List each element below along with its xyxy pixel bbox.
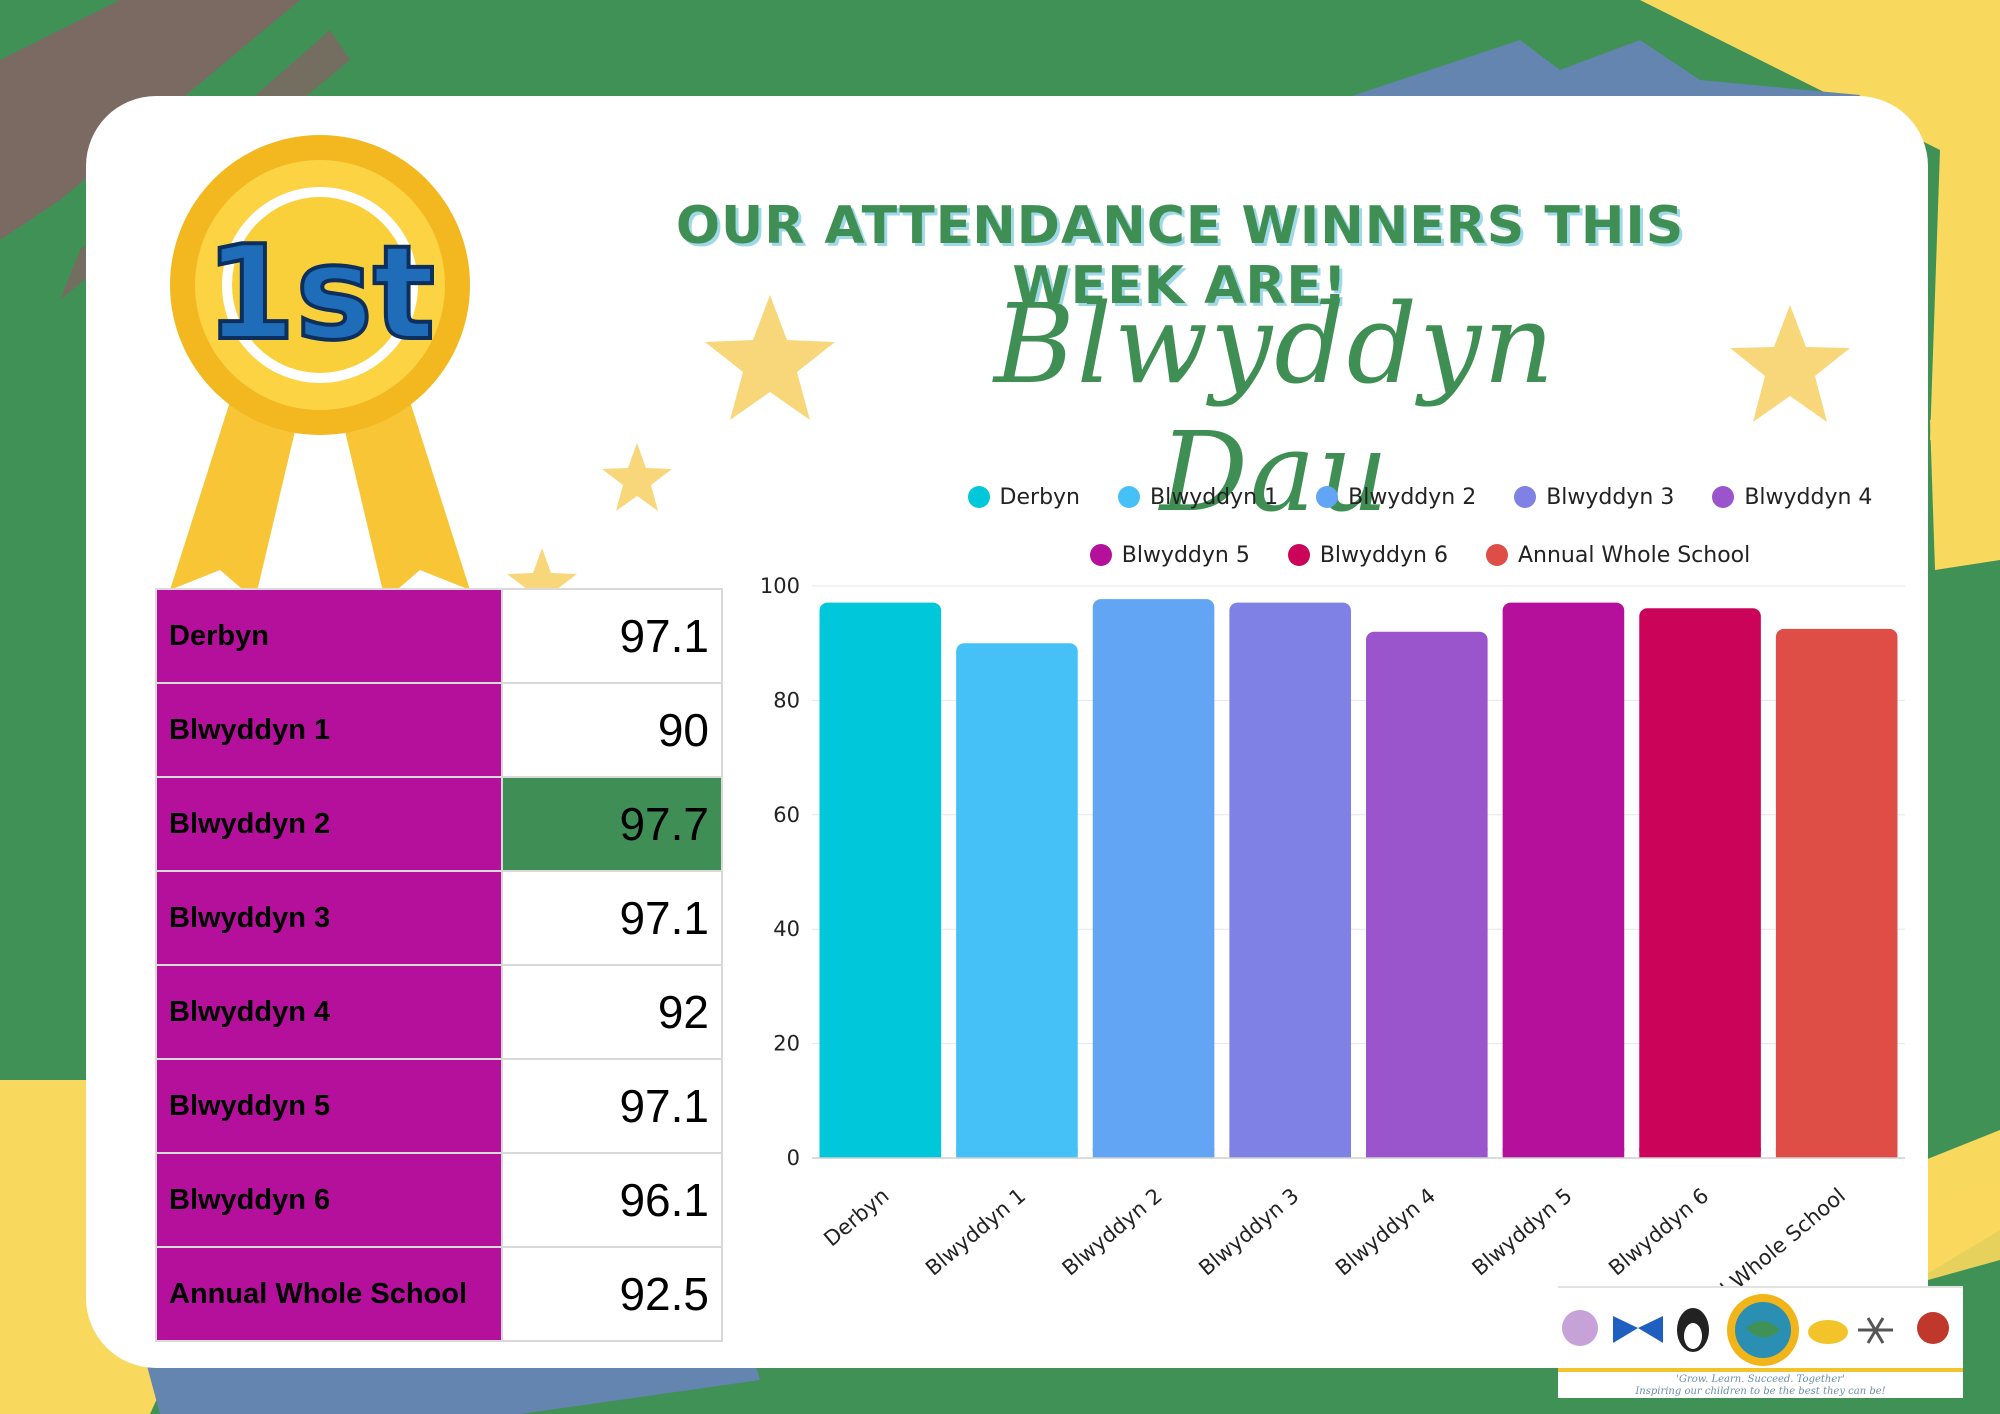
bar — [819, 602, 942, 1158]
legend-item: Blwyddyn 3 — [1514, 485, 1674, 510]
legend-swatch — [1712, 486, 1735, 508]
y-tick-label: 0 — [787, 1146, 800, 1170]
attendance-value-cell: 96.1 — [501, 1152, 723, 1248]
legend-label: Blwyddyn 2 — [1348, 484, 1477, 510]
bar-base — [1775, 1148, 1898, 1158]
table-row: Derbyn 97.1 — [155, 588, 723, 684]
bar — [1775, 628, 1898, 1158]
class-name-cell: Annual Whole School — [155, 1246, 503, 1342]
mascot-icons — [1562, 1294, 1949, 1366]
legend-swatch — [1118, 486, 1140, 508]
table-row: Blwyddyn 4 92 — [155, 964, 723, 1060]
attendance-value-cell: 90 — [501, 682, 723, 778]
class-name-cell: Blwyddyn 1 — [155, 682, 503, 778]
bar-base — [956, 1148, 1078, 1158]
y-tick-label: 100 — [760, 574, 800, 598]
bar-base — [1092, 1148, 1215, 1158]
page-headline: OUR ATTENDANCE WINNERS THIS WEEK ARE! — [675, 196, 1685, 316]
attendance-value-cell: 97.1 — [501, 870, 723, 966]
attendance-bar-chart: 0 20 40 60 80 100 Derbyn Blwyddyn 1 Blwyddyn 2 Bl… — [760, 574, 1905, 1320]
table-row: Blwyddyn 6 96.1 — [155, 1152, 723, 1248]
attendance-table: Derbyn 97.1 Blwyddyn 1 90 Blwyddyn 2 97.7 Blwy… — [155, 588, 723, 1342]
class-name-cell: Blwyddyn 5 — [155, 1058, 503, 1154]
table-row: Blwyddyn 1 90 — [155, 682, 723, 778]
bar — [1229, 602, 1351, 1158]
bar-base — [1639, 1148, 1761, 1158]
chart-legend: Derbyn Blwyddyn 1 Blwyddyn 2 Blwyddyn 3 Blwy… — [880, 468, 1960, 584]
school-motto: 'Grow. Learn. Succeed. Together' — [1676, 1374, 1845, 1385]
legend-label: Blwyddyn 6 — [1319, 542, 1448, 568]
x-tick-label: Blwyddyn 2 — [1058, 1183, 1167, 1280]
school-logo-strip: 'Grow. Learn. Succeed. Together' Inspiri… — [1558, 1286, 1963, 1398]
class-name-cell: Derbyn — [155, 588, 503, 684]
star-icon — [602, 443, 672, 511]
star-icon — [1730, 305, 1850, 422]
winner-class-name: Blwyddyn Dau — [993, 280, 1557, 536]
y-tick-label: 60 — [773, 803, 800, 827]
legend-swatch — [1485, 544, 1508, 566]
y-tick-label: 80 — [773, 688, 800, 712]
bar-base — [1229, 1148, 1351, 1158]
class-name-cell: Blwyddyn 6 — [155, 1152, 503, 1248]
bar-base — [1502, 1148, 1625, 1158]
legend-label: Blwyddyn 3 — [1546, 484, 1675, 510]
legend-item: Blwyddyn 6 — [1287, 542, 1448, 568]
x-tick-label: Blwyddyn 5 — [1468, 1183, 1577, 1280]
y-tick-label: 20 — [773, 1032, 800, 1056]
x-tick-label: Derbyn — [819, 1183, 893, 1251]
legend-swatch — [967, 486, 990, 508]
legend-swatch — [1287, 544, 1310, 566]
attendance-value-cell: 97.7 — [501, 776, 723, 872]
table-row: Blwyddyn 3 97.1 — [155, 870, 723, 966]
legend-swatch — [1514, 486, 1537, 508]
class-name-cell: Blwyddyn 2 — [155, 776, 503, 872]
table-row: Blwyddyn 2 97.7 — [155, 776, 723, 872]
bar — [1366, 631, 1488, 1158]
legend-label: Annual Whole School — [1517, 542, 1751, 568]
legend-label: Blwyddyn 5 — [1121, 542, 1250, 568]
legend-item: Derbyn — [967, 484, 1080, 510]
star-icon — [705, 295, 835, 420]
table-row: Blwyddyn 5 97.1 — [155, 1058, 723, 1154]
legend-item: Blwyddyn 2 — [1316, 485, 1476, 510]
bar-base — [819, 1148, 942, 1158]
legend-label: Blwyddyn 4 — [1744, 484, 1873, 510]
attendance-value-cell: 97.1 — [501, 1058, 723, 1154]
legend-item: Annual Whole School — [1485, 542, 1751, 568]
bar — [1092, 599, 1215, 1158]
table-row: Annual Whole School 92.5 — [155, 1246, 723, 1342]
class-name-cell: Blwyddyn 4 — [155, 964, 503, 1060]
legend-item: Blwyddyn 5 — [1089, 542, 1250, 568]
attendance-value-cell: 92.5 — [501, 1246, 723, 1342]
legend-swatch — [1089, 544, 1112, 566]
x-tick-label: Blwyddyn 3 — [1194, 1183, 1303, 1280]
attendance-value-cell: 92 — [501, 964, 723, 1060]
bar — [956, 643, 1078, 1158]
x-tick-label: Blwyddyn 6 — [1604, 1183, 1713, 1280]
class-name-cell: Blwyddyn 3 — [155, 870, 503, 966]
legend-item: Blwyddyn 1 — [1118, 485, 1278, 510]
bar — [1639, 608, 1761, 1158]
legend-label: Blwyddyn 1 — [1150, 484, 1279, 510]
first-place-rosette-icon: 1st — [170, 135, 470, 600]
y-tick-label: 40 — [773, 917, 800, 941]
star-icon — [507, 548, 577, 605]
bar-base — [1366, 1148, 1488, 1158]
x-tick-label: Blwyddyn 4 — [1331, 1183, 1440, 1280]
legend-item: Blwyddyn 4 — [1712, 485, 1872, 510]
legend-swatch — [1316, 486, 1339, 508]
school-tagline: Inspiring our children to be the best th… — [1635, 1386, 1886, 1397]
x-tick-label: Blwyddyn 1 — [921, 1183, 1030, 1280]
svg-text:1st: 1st — [205, 217, 435, 369]
attendance-value-cell: 97.1 — [501, 588, 723, 684]
bar — [1502, 602, 1625, 1158]
legend-label: Derbyn — [999, 484, 1080, 510]
